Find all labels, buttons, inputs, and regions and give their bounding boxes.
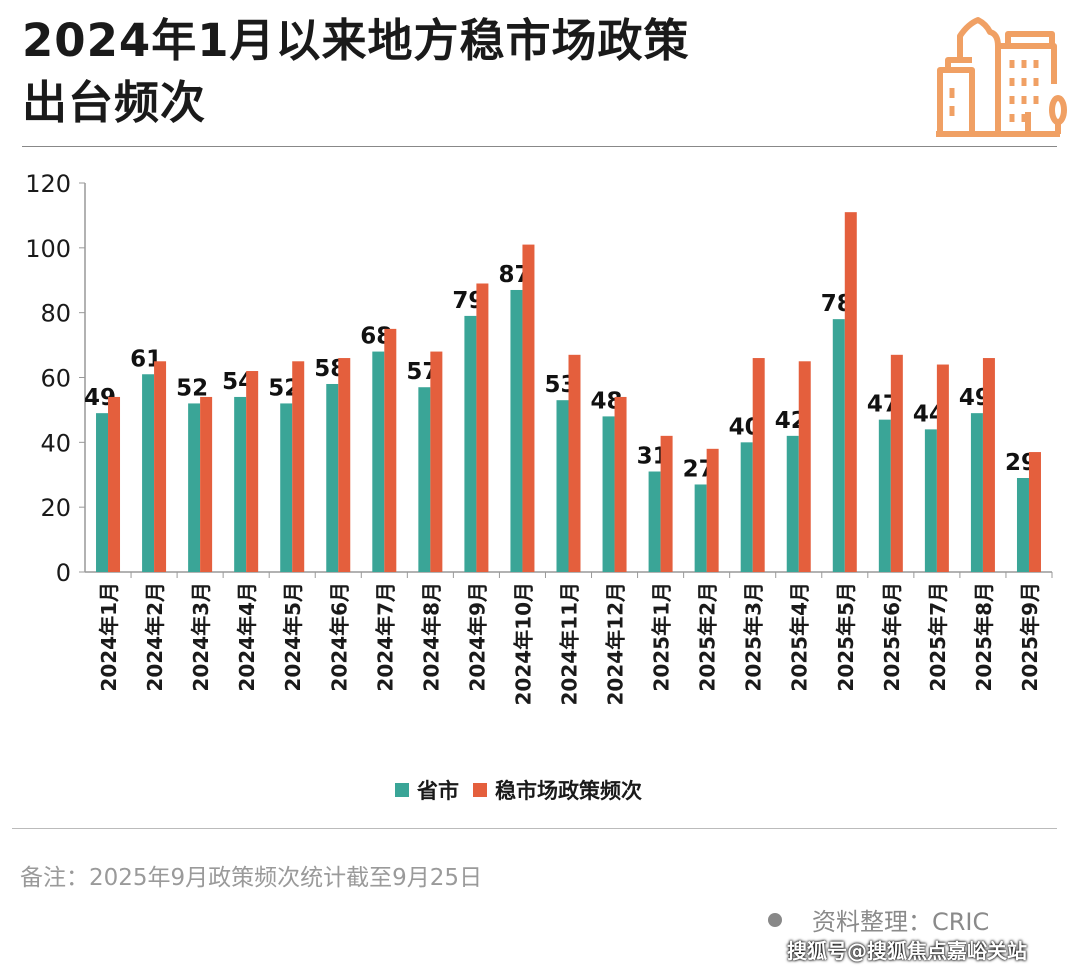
bar-teal: [602, 416, 615, 572]
bar-orange: [476, 283, 489, 572]
bullet-icon: [768, 912, 782, 927]
bar-teal: [142, 374, 155, 572]
bar-teal: [1016, 477, 1029, 572]
bar-orange: [660, 435, 673, 572]
bar-teal: [418, 387, 431, 572]
footer-divider: [12, 828, 1057, 829]
chart-title: 2024年1月以来地方稳市场政策 出台频次: [22, 10, 690, 134]
x-tick-label: 2025年2月: [696, 582, 720, 692]
bar-orange: [890, 354, 903, 572]
x-tick-label: 2025年1月: [650, 582, 674, 692]
x-tick-label: 2024年11月: [558, 582, 582, 706]
bar-orange: [246, 371, 259, 572]
source: 资料整理：CRIC: [768, 902, 989, 937]
bar-orange: [430, 351, 443, 572]
bar-teal: [878, 419, 891, 572]
x-tick-label: 2025年6月: [880, 582, 904, 692]
title-line-1: 2024年1月以来地方稳市场政策: [22, 14, 690, 67]
bar-teal: [556, 400, 569, 572]
x-tick-label: 2024年10月: [511, 582, 535, 706]
bar-teal: [96, 413, 109, 572]
x-tick-label: 2025年3月: [742, 582, 766, 692]
bar-orange: [108, 396, 121, 572]
x-tick-label: 2024年8月: [419, 582, 443, 692]
legend-swatch-teal: [395, 783, 409, 797]
bar-orange: [292, 361, 305, 572]
bar-teal: [464, 315, 477, 572]
bar-teal: [786, 435, 799, 572]
bar-orange: [200, 396, 213, 572]
bar-orange: [522, 244, 535, 572]
bar-teal: [234, 396, 247, 572]
bar-orange: [568, 354, 581, 572]
y-tick-label: 60: [40, 365, 71, 393]
x-tick-label: 2024年3月: [189, 582, 213, 692]
bar-orange: [1028, 452, 1041, 572]
bar-teal: [924, 429, 937, 572]
x-tick-label: 2024年5月: [281, 582, 305, 692]
y-tick-label: 0: [56, 559, 71, 587]
x-tick-label: 2024年4月: [235, 582, 259, 692]
bar-orange: [844, 212, 857, 573]
y-tick-label: 120: [25, 170, 71, 198]
bar-orange: [384, 328, 397, 572]
x-tick-label: 2024年6月: [327, 582, 351, 692]
bar-orange: [798, 361, 811, 572]
x-tick-label: 2024年9月: [465, 582, 489, 692]
bar-teal: [648, 471, 661, 572]
bar-teal: [280, 403, 293, 572]
x-tick-label: 2025年4月: [788, 582, 812, 692]
bar-teal: [372, 351, 385, 572]
bar-chart: 020406080100120492024年1月612024年2月522024年…: [25, 170, 1053, 706]
x-tick-label: 2025年9月: [1018, 582, 1042, 692]
y-tick-label: 80: [40, 300, 71, 328]
bar-teal: [740, 442, 753, 572]
bar-orange: [338, 358, 351, 572]
y-tick-label: 40: [40, 429, 71, 457]
x-tick-label: 2024年7月: [373, 582, 397, 692]
source-text: 资料整理：CRIC: [812, 908, 990, 936]
bar-teal: [326, 383, 339, 572]
title-line-2: 出台频次: [22, 76, 207, 129]
title-divider: [22, 146, 1057, 147]
legend: 省市 稳市场政策频次: [395, 775, 642, 805]
y-tick-label: 100: [25, 235, 71, 263]
x-tick-label: 2025年5月: [834, 582, 858, 692]
x-tick-label: 2024年2月: [143, 582, 167, 692]
bar-orange: [752, 358, 765, 572]
legend-label-orange: 稳市场政策频次: [495, 779, 642, 803]
legend-label-teal: 省市: [417, 779, 459, 803]
bar-teal: [694, 484, 707, 572]
x-tick-label: 2025年7月: [926, 582, 950, 692]
bar-orange: [154, 361, 167, 572]
bar-teal: [510, 289, 523, 572]
bar-orange: [982, 358, 995, 572]
bar-orange: [706, 448, 719, 572]
footnote: 备注：2025年9月政策频次统计截至9月25日: [20, 865, 483, 891]
x-tick-label: 2024年12月: [604, 582, 628, 706]
bar-teal: [970, 413, 983, 572]
city-buildings-icon: [936, 17, 1067, 137]
x-tick-label: 2025年8月: [972, 582, 996, 692]
x-tick-label: 2024年1月: [97, 582, 121, 692]
legend-swatch-orange: [473, 783, 487, 797]
bar-teal: [188, 403, 201, 572]
y-tick-label: 20: [40, 494, 71, 522]
bar-teal: [832, 319, 845, 572]
bar-orange: [614, 396, 627, 572]
watermark: 搜狐号@搜狐焦点嘉峪关站: [787, 939, 1027, 963]
bar-orange: [936, 364, 949, 572]
